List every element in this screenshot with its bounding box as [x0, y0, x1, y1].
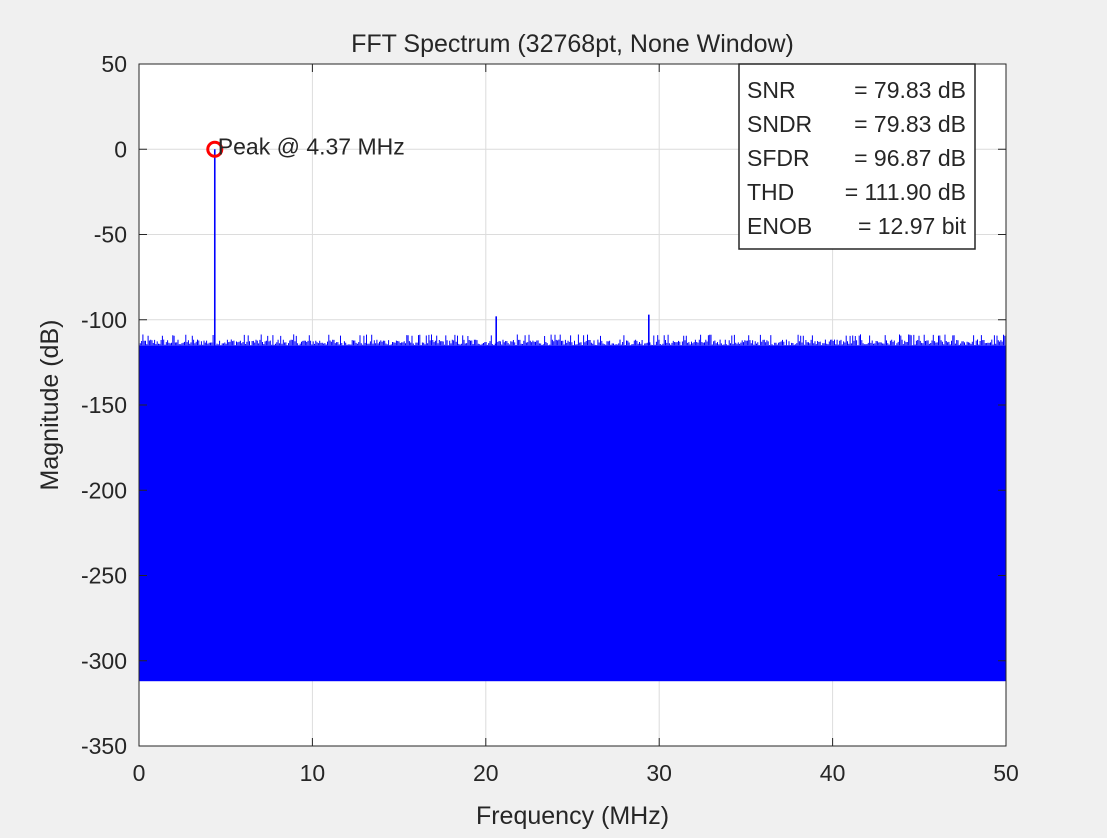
- y-tick-label: -100: [81, 307, 127, 333]
- y-tick-label: -200: [81, 477, 127, 503]
- y-axis-label: Magnitude (dB): [36, 320, 64, 491]
- x-axis-label: Frequency (MHz): [476, 802, 669, 830]
- x-tick-label: 10: [300, 760, 326, 786]
- stats-value: = 111.90 dB: [845, 179, 966, 205]
- y-tick-label: -250: [81, 563, 127, 589]
- spectrum-series: [138, 149, 1006, 682]
- y-tick-label: 50: [101, 51, 127, 77]
- stats-label: SNDR: [747, 111, 812, 137]
- stats-value: = 96.87 dB: [854, 145, 966, 171]
- stats-value: = 79.83 dB: [854, 77, 966, 103]
- peak-marker: [206, 140, 224, 158]
- noise-floor-body: [139, 345, 1006, 682]
- peak-annotation: Peak @ 4.37 MHz: [218, 133, 405, 159]
- x-tick-label: 0: [133, 760, 146, 786]
- y-tick-label: -350: [81, 733, 127, 759]
- y-tick-label: -150: [81, 392, 127, 418]
- stats-value: = 12.97 bit: [858, 213, 967, 239]
- stats-label: SNR: [747, 77, 796, 103]
- x-tick-label: 20: [473, 760, 499, 786]
- stats-box-frame: [738, 63, 976, 250]
- x-tick-label: 30: [646, 760, 672, 786]
- stats-label: SFDR: [747, 145, 810, 171]
- stats-value: = 79.83 dB: [854, 111, 966, 137]
- y-axis-ticks: 50 0 -50 -100 -150 -200 -250 -300 -350: [81, 51, 1006, 759]
- y-tick-label: -300: [81, 648, 127, 674]
- stats-label: THD: [747, 179, 794, 205]
- y-tick-label: 0: [114, 136, 127, 162]
- y-tick-label: -50: [94, 222, 127, 248]
- stats-box: SNR = 79.83 dB SNDR = 79.83 dB SFDR = 96.87 d…: [738, 63, 976, 250]
- stats-label: ENOB: [747, 213, 812, 239]
- x-axis-ticks: 0 10 20 30 40 50: [133, 64, 1019, 786]
- x-tick-label: 50: [993, 760, 1019, 786]
- chart-title: FFT Spectrum (32768pt, None Window): [351, 30, 794, 58]
- stats-lines: SNR = 79.83 dB SNDR = 79.83 dB SFDR = 96.87 d…: [747, 77, 967, 239]
- x-tick-label: 40: [820, 760, 846, 786]
